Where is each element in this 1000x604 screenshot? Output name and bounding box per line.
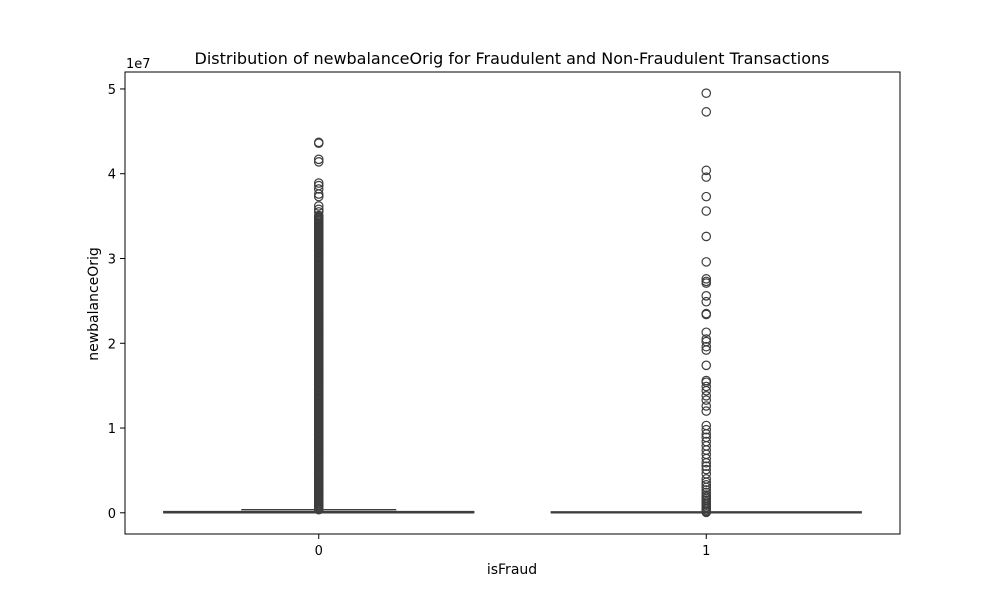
- outlier-point: [701, 487, 712, 498]
- outlier-point: [313, 157, 324, 167]
- outlier-point: [313, 210, 324, 221]
- x-tick-label: 0: [315, 544, 323, 559]
- outlier-point: [313, 137, 324, 148]
- outlier-point: [313, 180, 324, 191]
- outlier-point: [313, 204, 324, 215]
- y-tick-label: 5: [108, 83, 116, 98]
- outlier-point: [701, 469, 712, 479]
- outlier-point: [701, 336, 712, 347]
- outlier-point: [701, 395, 712, 405]
- outlier-point: [701, 191, 712, 202]
- outlier-point: [701, 424, 712, 435]
- outlier-point: [701, 474, 712, 484]
- outlier-point: [701, 375, 712, 386]
- outlier-point: [313, 207, 324, 217]
- outlier-point: [701, 88, 712, 98]
- plot-marks: [163, 88, 862, 518]
- outlier-point: [313, 178, 324, 188]
- axis-ticks: 0 1 2 3 4 5 0 1: [108, 83, 711, 559]
- outlier-point: [701, 490, 712, 500]
- y-tick-label: 2: [108, 337, 116, 352]
- chart-title: Distribution of newbalanceOrig for Fraud…: [195, 49, 830, 68]
- y-tick-label: 0: [108, 507, 116, 522]
- outlier-point: [701, 485, 712, 495]
- outlier-point: [701, 257, 712, 267]
- outlier-point: [701, 381, 712, 392]
- outlier-point: [701, 107, 712, 117]
- x-axis-label: isFraud: [487, 562, 537, 578]
- outlier-point: [701, 290, 712, 301]
- y-tick-label: 1: [108, 422, 116, 437]
- outlier-point: [701, 436, 712, 447]
- outlier-point: [701, 231, 712, 242]
- outlier-point: [701, 391, 712, 401]
- outlier-point: [701, 165, 712, 176]
- y-offset-label: 1e7: [126, 57, 151, 72]
- outlier-point: [701, 276, 712, 287]
- outlier-point: [701, 206, 712, 216]
- outlier-point: [701, 341, 712, 352]
- axes-frame: [124, 71, 901, 535]
- outlier-point: [313, 201, 324, 211]
- outlier-point: [701, 406, 712, 416]
- outlier-point: [701, 464, 712, 475]
- x-tick-label: 1: [702, 544, 710, 559]
- outlier-point: [701, 360, 712, 371]
- y-axis-label: newbalanceOrig: [86, 247, 102, 361]
- box-group-1: [550, 88, 862, 518]
- outlier-point: [701, 308, 712, 319]
- box-group-0: [163, 137, 475, 515]
- outlier-point: [313, 154, 324, 165]
- outlier-point: [701, 327, 712, 338]
- outlier-point: [701, 296, 712, 307]
- outlier-point: [701, 274, 712, 284]
- outlier-point: [701, 334, 712, 344]
- y-tick-label: 4: [108, 168, 116, 183]
- outlier-point: [701, 461, 712, 471]
- outlier-point: [701, 420, 712, 431]
- outlier-point: [701, 172, 712, 182]
- outlier-point: [701, 432, 712, 443]
- y-tick-label: 3: [108, 252, 116, 267]
- outlier-point: [313, 184, 324, 194]
- outlier-point: [701, 480, 712, 490]
- outlier-point: [313, 191, 324, 202]
- outlier-point: [701, 401, 712, 411]
